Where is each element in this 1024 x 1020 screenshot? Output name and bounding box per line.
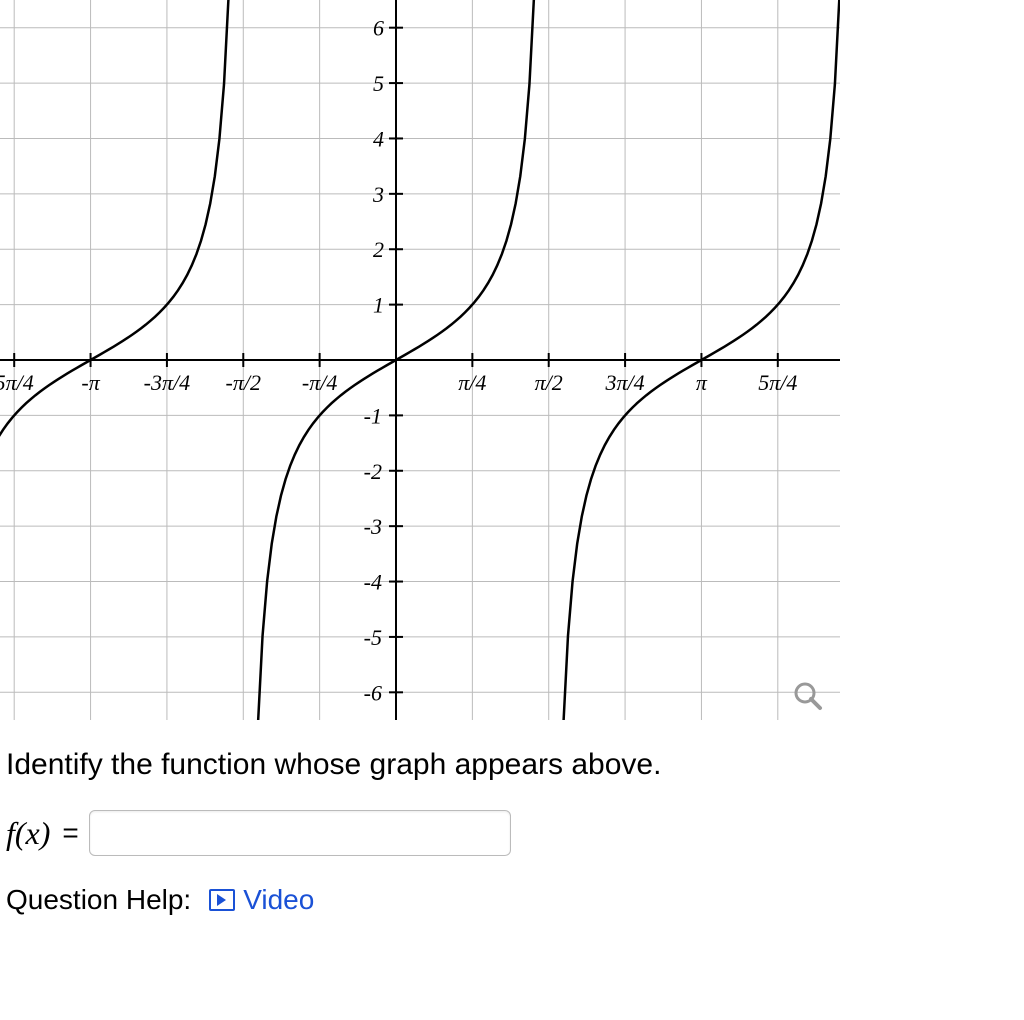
svg-text:2: 2 xyxy=(373,237,384,262)
fx-text: f(x) xyxy=(6,815,50,851)
svg-text:π/2: π/2 xyxy=(535,370,563,395)
svg-text:π/4: π/4 xyxy=(458,370,486,395)
chart-container: 5π/4 -π -3π/4 -π/2 -π/4 π/4 π/2 3π/4 π 5π/4 -6 -5 -4… xyxy=(0,0,1024,720)
zoom-icon[interactable] xyxy=(792,680,826,714)
svg-text:5π/4: 5π/4 xyxy=(758,370,797,395)
svg-text:5: 5 xyxy=(373,71,384,96)
svg-text:-2: -2 xyxy=(364,459,382,484)
svg-text:3π/4: 3π/4 xyxy=(605,370,645,395)
video-icon xyxy=(209,889,235,911)
svg-text:-4: -4 xyxy=(364,570,382,595)
video-link-label: Video xyxy=(243,884,314,916)
svg-text:-π: -π xyxy=(81,370,100,395)
svg-text:1: 1 xyxy=(373,293,384,318)
svg-text:π: π xyxy=(696,370,708,395)
help-row: Question Help: Video xyxy=(6,884,1024,916)
svg-text:4: 4 xyxy=(373,126,384,151)
tangent-graph: 5π/4 -π -3π/4 -π/2 -π/4 π/4 π/2 3π/4 π 5π/4 -6 -5 -4… xyxy=(0,0,840,720)
question-prompt: Identify the function whose graph appear… xyxy=(6,748,1024,782)
video-link[interactable]: Video xyxy=(209,884,314,916)
svg-text:-6: -6 xyxy=(364,680,382,705)
answer-row: f(x) = xyxy=(6,810,1024,856)
svg-text:5π/4: 5π/4 xyxy=(0,370,34,395)
svg-text:-5: -5 xyxy=(364,625,382,650)
help-label: Question Help: xyxy=(6,884,191,916)
svg-text:-π/4: -π/4 xyxy=(302,370,337,395)
svg-text:-3π/4: -3π/4 xyxy=(144,370,190,395)
svg-text:-π/2: -π/2 xyxy=(226,370,261,395)
answer-input[interactable] xyxy=(89,810,511,856)
svg-text:-1: -1 xyxy=(364,403,382,428)
svg-text:-3: -3 xyxy=(364,514,382,539)
svg-text:3: 3 xyxy=(372,182,384,207)
equals-sign: = xyxy=(62,817,78,849)
fx-label: f(x) xyxy=(6,815,50,852)
svg-text:6: 6 xyxy=(373,16,384,41)
